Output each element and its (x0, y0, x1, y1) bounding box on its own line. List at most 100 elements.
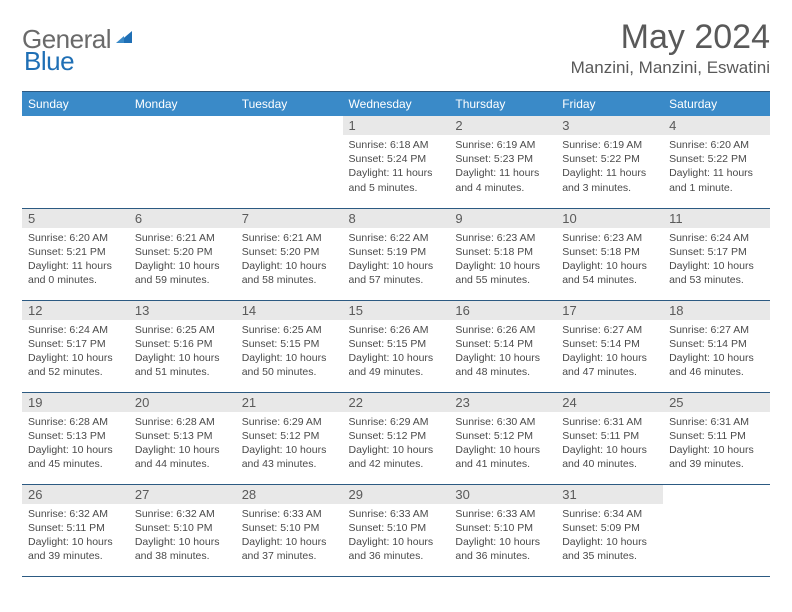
day-cell: 29Sunrise: 6:33 AMSunset: 5:10 PMDayligh… (343, 484, 450, 576)
day-cell: 2Sunrise: 6:19 AMSunset: 5:23 PMDaylight… (449, 116, 556, 208)
sunrise: Sunrise: 6:21 AM (242, 231, 337, 245)
day-cell: 12Sunrise: 6:24 AMSunset: 5:17 PMDayligh… (22, 300, 129, 392)
sunrise: Sunrise: 6:18 AM (349, 138, 444, 152)
sunrise: Sunrise: 6:29 AM (242, 415, 337, 429)
day-number: 25 (663, 393, 770, 412)
daylight: Daylight: 10 hours and 39 minutes. (669, 443, 764, 471)
sunset: Sunset: 5:20 PM (242, 245, 337, 259)
sunset: Sunset: 5:21 PM (28, 245, 123, 259)
sunset: Sunset: 5:10 PM (242, 521, 337, 535)
day-number: 1 (343, 116, 450, 135)
day-cell (22, 116, 129, 208)
daylight: Daylight: 10 hours and 41 minutes. (455, 443, 550, 471)
sunset: Sunset: 5:14 PM (562, 337, 657, 351)
day-number: 7 (236, 209, 343, 228)
day-number: 18 (663, 301, 770, 320)
day-details: Sunrise: 6:30 AMSunset: 5:12 PMDaylight:… (449, 412, 556, 476)
day-details: Sunrise: 6:26 AMSunset: 5:15 PMDaylight:… (343, 320, 450, 384)
daylight: Daylight: 10 hours and 57 minutes. (349, 259, 444, 287)
day-number: 26 (22, 485, 129, 504)
week-row: 1Sunrise: 6:18 AMSunset: 5:24 PMDaylight… (22, 116, 770, 208)
day-number: 14 (236, 301, 343, 320)
daylight: Daylight: 10 hours and 37 minutes. (242, 535, 337, 563)
daylight: Daylight: 11 hours and 4 minutes. (455, 166, 550, 194)
sunset: Sunset: 5:16 PM (135, 337, 230, 351)
day-details: Sunrise: 6:28 AMSunset: 5:13 PMDaylight:… (22, 412, 129, 476)
sunrise: Sunrise: 6:32 AM (28, 507, 123, 521)
day-cell: 27Sunrise: 6:32 AMSunset: 5:10 PMDayligh… (129, 484, 236, 576)
day-details: Sunrise: 6:32 AMSunset: 5:11 PMDaylight:… (22, 504, 129, 568)
day-details: Sunrise: 6:24 AMSunset: 5:17 PMDaylight:… (22, 320, 129, 384)
sunrise: Sunrise: 6:27 AM (562, 323, 657, 337)
sunset: Sunset: 5:22 PM (562, 152, 657, 166)
sunset: Sunset: 5:12 PM (455, 429, 550, 443)
sunrise: Sunrise: 6:21 AM (135, 231, 230, 245)
logo-text-blue: Blue (24, 46, 74, 76)
week-row: 12Sunrise: 6:24 AMSunset: 5:17 PMDayligh… (22, 300, 770, 392)
day-details: Sunrise: 6:27 AMSunset: 5:14 PMDaylight:… (663, 320, 770, 384)
day-details: Sunrise: 6:33 AMSunset: 5:10 PMDaylight:… (343, 504, 450, 568)
day-details: Sunrise: 6:31 AMSunset: 5:11 PMDaylight:… (556, 412, 663, 476)
daylight: Daylight: 10 hours and 47 minutes. (562, 351, 657, 379)
sunset: Sunset: 5:22 PM (669, 152, 764, 166)
day-number: 3 (556, 116, 663, 135)
day-number: 4 (663, 116, 770, 135)
sunset: Sunset: 5:14 PM (455, 337, 550, 351)
daylight: Daylight: 10 hours and 51 minutes. (135, 351, 230, 379)
sunrise: Sunrise: 6:30 AM (455, 415, 550, 429)
day-cell: 21Sunrise: 6:29 AMSunset: 5:12 PMDayligh… (236, 392, 343, 484)
day-details: Sunrise: 6:22 AMSunset: 5:19 PMDaylight:… (343, 228, 450, 292)
day-details: Sunrise: 6:27 AMSunset: 5:14 PMDaylight:… (556, 320, 663, 384)
day-number: 8 (343, 209, 450, 228)
day-cell: 18Sunrise: 6:27 AMSunset: 5:14 PMDayligh… (663, 300, 770, 392)
day-cell (236, 116, 343, 208)
month-title: May 2024 (571, 18, 770, 57)
sunset: Sunset: 5:09 PM (562, 521, 657, 535)
day-details: Sunrise: 6:32 AMSunset: 5:10 PMDaylight:… (129, 504, 236, 568)
day-number: 23 (449, 393, 556, 412)
daylight: Daylight: 10 hours and 48 minutes. (455, 351, 550, 379)
calendar-body: 1Sunrise: 6:18 AMSunset: 5:24 PMDaylight… (22, 116, 770, 576)
daylight: Daylight: 10 hours and 55 minutes. (455, 259, 550, 287)
sunrise: Sunrise: 6:33 AM (455, 507, 550, 521)
sunset: Sunset: 5:15 PM (242, 337, 337, 351)
day-details: Sunrise: 6:29 AMSunset: 5:12 PMDaylight:… (236, 412, 343, 476)
day-cell: 6Sunrise: 6:21 AMSunset: 5:20 PMDaylight… (129, 208, 236, 300)
sunset: Sunset: 5:12 PM (242, 429, 337, 443)
dayhead-wed: Wednesday (343, 92, 450, 117)
sunset: Sunset: 5:19 PM (349, 245, 444, 259)
day-details: Sunrise: 6:34 AMSunset: 5:09 PMDaylight:… (556, 504, 663, 568)
day-details: Sunrise: 6:33 AMSunset: 5:10 PMDaylight:… (449, 504, 556, 568)
day-cell: 25Sunrise: 6:31 AMSunset: 5:11 PMDayligh… (663, 392, 770, 484)
daylight: Daylight: 10 hours and 42 minutes. (349, 443, 444, 471)
day-number: 21 (236, 393, 343, 412)
sunrise: Sunrise: 6:33 AM (242, 507, 337, 521)
sunset: Sunset: 5:13 PM (28, 429, 123, 443)
day-details: Sunrise: 6:18 AMSunset: 5:24 PMDaylight:… (343, 135, 450, 199)
day-cell: 9Sunrise: 6:23 AMSunset: 5:18 PMDaylight… (449, 208, 556, 300)
day-cell: 16Sunrise: 6:26 AMSunset: 5:14 PMDayligh… (449, 300, 556, 392)
sunrise: Sunrise: 6:27 AM (669, 323, 764, 337)
sunrise: Sunrise: 6:24 AM (669, 231, 764, 245)
sunrise: Sunrise: 6:20 AM (28, 231, 123, 245)
day-details: Sunrise: 6:19 AMSunset: 5:23 PMDaylight:… (449, 135, 556, 199)
sunset: Sunset: 5:23 PM (455, 152, 550, 166)
day-cell (663, 484, 770, 576)
dayhead-thu: Thursday (449, 92, 556, 117)
sunrise: Sunrise: 6:28 AM (28, 415, 123, 429)
sunset: Sunset: 5:15 PM (349, 337, 444, 351)
daylight: Daylight: 11 hours and 5 minutes. (349, 166, 444, 194)
daylight: Daylight: 10 hours and 59 minutes. (135, 259, 230, 287)
sunset: Sunset: 5:17 PM (28, 337, 123, 351)
sunrise: Sunrise: 6:20 AM (669, 138, 764, 152)
day-cell: 19Sunrise: 6:28 AMSunset: 5:13 PMDayligh… (22, 392, 129, 484)
day-number: 20 (129, 393, 236, 412)
sunrise: Sunrise: 6:34 AM (562, 507, 657, 521)
calendar-table: Sunday Monday Tuesday Wednesday Thursday… (22, 91, 770, 577)
day-number: 17 (556, 301, 663, 320)
day-cell: 3Sunrise: 6:19 AMSunset: 5:22 PMDaylight… (556, 116, 663, 208)
day-details: Sunrise: 6:25 AMSunset: 5:16 PMDaylight:… (129, 320, 236, 384)
day-cell (129, 116, 236, 208)
daylight: Daylight: 10 hours and 43 minutes. (242, 443, 337, 471)
daylight: Daylight: 10 hours and 53 minutes. (669, 259, 764, 287)
